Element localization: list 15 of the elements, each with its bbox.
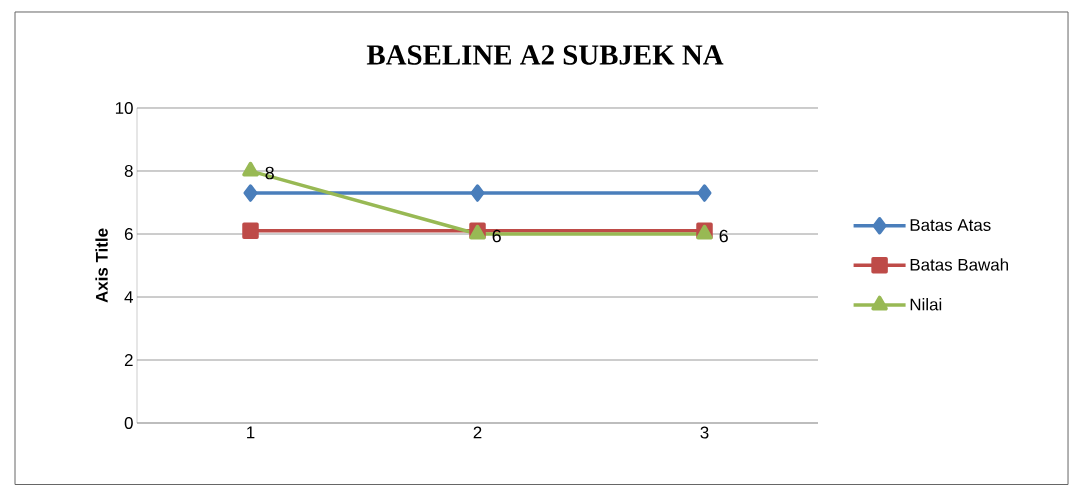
chart-title: BASELINE A2 SUBJEK NA	[366, 45, 724, 65]
y-axis-title: Axis Title	[95, 228, 108, 303]
legend-label: Batas Atas	[910, 219, 991, 231]
x-tick-label: 3	[700, 426, 709, 439]
y-tick-label: 4	[124, 291, 133, 303]
legend-label: Batas Bawah	[910, 258, 1008, 271]
x-tick-label: 2	[473, 426, 482, 439]
y-tick-label: 10	[115, 102, 133, 114]
data-label: 6	[719, 229, 728, 243]
y-tick-label: 6	[124, 228, 133, 240]
legend-label: Nilai	[910, 298, 942, 311]
y-tick-label: 2	[124, 354, 133, 366]
y-tick-label: 8	[124, 165, 133, 177]
x-tick-label: 1	[247, 426, 255, 439]
y-tick-label: 0	[124, 417, 133, 429]
